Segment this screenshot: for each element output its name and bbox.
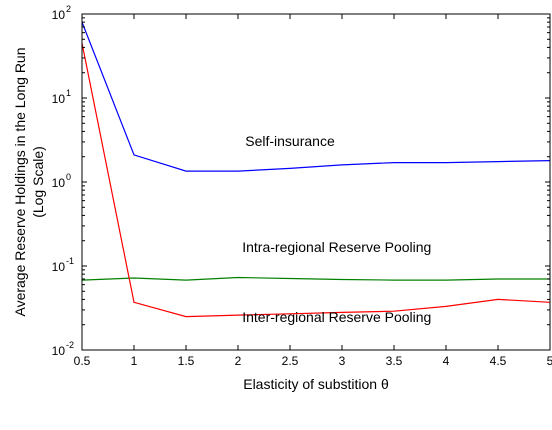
plot-area — [82, 14, 550, 350]
y-tick-exponent: -1 — [66, 256, 74, 266]
x-tick-label: 3 — [339, 354, 346, 368]
series-line-2 — [81, 276, 550, 281]
x-tick-label: 2.5 — [282, 354, 299, 368]
x-axis-label: Elasticity of substition θ — [243, 376, 389, 392]
series-line-1 — [81, 21, 551, 172]
y-tick-label: 10 — [52, 260, 66, 274]
annotation-2: Intra-regional Reserve Pooling — [242, 239, 431, 255]
annotation-3: Inter-regional Reserve Pooling — [242, 309, 431, 325]
x-tick-label: 4.5 — [490, 354, 507, 368]
series-layer — [81, 21, 551, 318]
y-tick-exponent: 1 — [66, 88, 71, 98]
y-axis-label-line1: Average Reserve Holdings in the Long Run — [12, 47, 28, 316]
x-tick-label: 3.5 — [386, 354, 403, 368]
y-tick-label: 10 — [52, 344, 66, 358]
y-tick-exponent: 2 — [66, 4, 71, 14]
annotation-1: Self-insurance — [245, 133, 335, 149]
y-axis-label-line2: (Log Scale) — [30, 146, 46, 218]
annotation-layer: Self-insurance Intra-regional Reserve Poo… — [242, 133, 431, 325]
y-tick-exponent: -2 — [66, 340, 74, 350]
y-tick-label: 10 — [52, 8, 66, 22]
x-tick-label: 0.5 — [74, 354, 91, 368]
x-tick-label: 5 — [547, 354, 552, 368]
x-tick-label: 1 — [131, 354, 138, 368]
x-tick-label: 4 — [443, 354, 450, 368]
x-tick-label: 1.5 — [178, 354, 195, 368]
y-tick-label: 10 — [52, 176, 66, 190]
x-tick-label: 2 — [235, 354, 242, 368]
y-tick-exponent: 0 — [66, 172, 71, 182]
y-tick-label: 10 — [52, 92, 66, 106]
series-line-3 — [81, 42, 551, 318]
